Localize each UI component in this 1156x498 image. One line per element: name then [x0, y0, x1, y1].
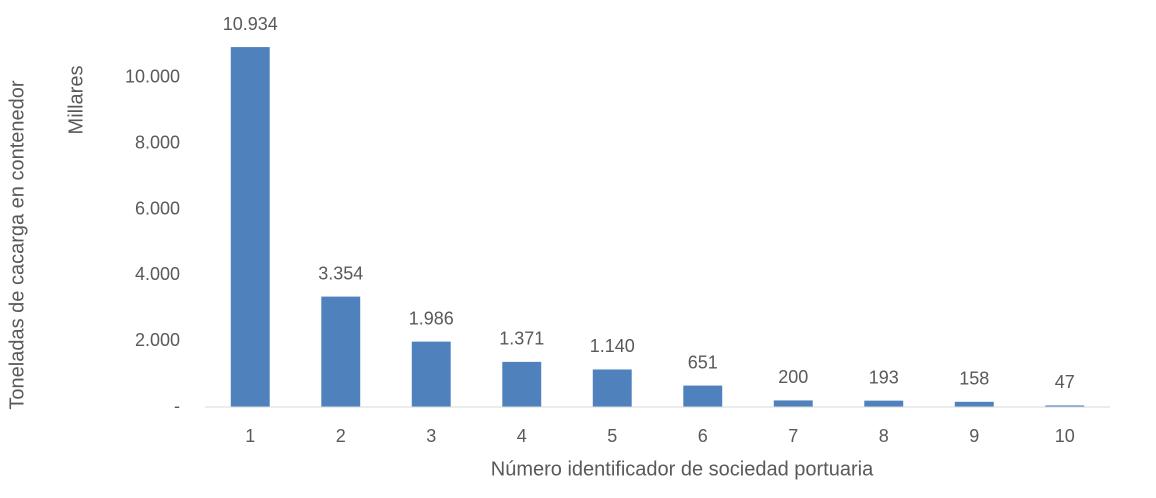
bar: [773, 400, 813, 407]
value-label: 1.986: [409, 308, 454, 328]
bar: [954, 401, 994, 407]
bar: [864, 400, 904, 407]
bar: [502, 361, 542, 407]
value-label: 1.371: [499, 329, 544, 349]
value-label: 200: [778, 367, 808, 387]
y-tick-label: 10.000: [125, 67, 180, 87]
value-label: 10.934: [223, 14, 278, 34]
x-tick-label: 3: [426, 426, 436, 446]
y-axis-unit: Millares: [65, 66, 87, 135]
bar: [683, 385, 723, 407]
bar: [411, 341, 451, 407]
x-tick-label: 6: [698, 426, 708, 446]
y-tick-label: 6.000: [135, 198, 180, 218]
x-tick-label: 8: [879, 426, 889, 446]
y-tick-label: 2.000: [135, 330, 180, 350]
x-tick-label: 9: [969, 426, 979, 446]
x-tick-label: 10: [1055, 426, 1075, 446]
x-tick-label: 5: [607, 426, 617, 446]
value-label: 1.140: [590, 336, 635, 356]
value-label: 3.354: [318, 263, 363, 283]
value-label: 651: [688, 352, 718, 372]
y-tick-label: -: [174, 396, 180, 416]
x-axis-title: Número identificador de sociedad portuar…: [491, 458, 874, 480]
y-tick-label: 8.000: [135, 132, 180, 152]
value-label: 47: [1055, 372, 1075, 392]
bar: [321, 296, 361, 407]
bar: [1045, 405, 1085, 407]
x-tick-label: 1: [245, 426, 255, 446]
x-tick-label: 2: [336, 426, 346, 446]
bar: [230, 47, 270, 407]
value-label: 158: [959, 369, 989, 389]
x-tick-label: 7: [788, 426, 798, 446]
y-tick-label: 4.000: [135, 264, 180, 284]
value-label: 193: [869, 367, 899, 387]
y-axis-title: Toneladas de cacarga en contenedor: [6, 80, 28, 409]
bar: [592, 369, 632, 407]
x-tick-label: 4: [517, 426, 527, 446]
